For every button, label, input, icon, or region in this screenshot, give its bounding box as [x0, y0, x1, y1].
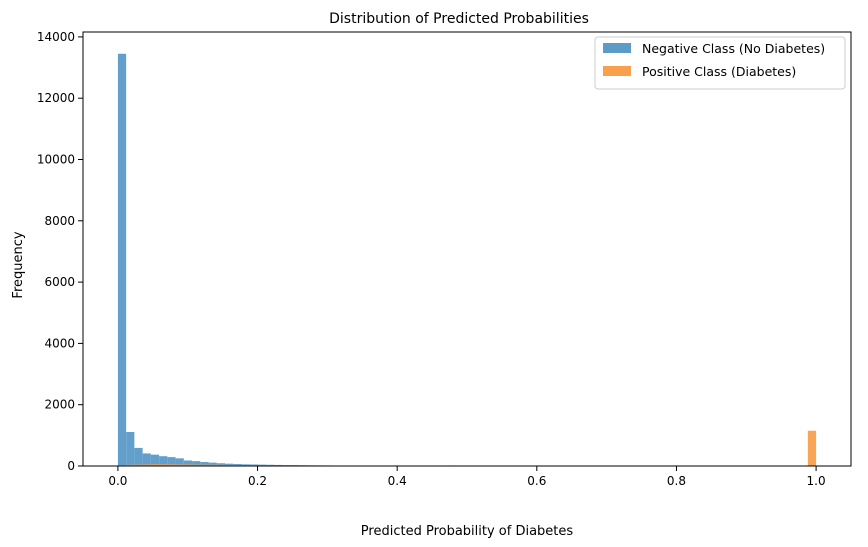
positive-bar-42 — [807, 430, 817, 466]
legend-label-negative: Negative Class (No Diabetes) — [642, 41, 825, 56]
x-tick-label: 0.6 — [527, 474, 546, 488]
y-tick-label: 14000 — [37, 30, 75, 44]
y-tick-label: 10000 — [37, 153, 75, 167]
negative-bar-9 — [192, 461, 201, 466]
positive-bar-14 — [233, 464, 242, 466]
x-tick-label: 0.0 — [108, 474, 127, 488]
positive-bar-5 — [159, 464, 168, 466]
y-axis-label: Frequency — [11, 231, 26, 298]
x-tick-label: 0.4 — [388, 474, 407, 488]
x-tick-label: 0.8 — [667, 474, 686, 488]
positive-bar-9 — [192, 464, 201, 466]
positive-bar-6 — [167, 464, 176, 466]
legend: Negative Class (No Diabetes) Positive Cl… — [594, 36, 846, 90]
x-axis-ticks: 0.0 0.2 0.4 0.6 0.8 1.0 — [108, 466, 826, 488]
negative-bar-8 — [183, 460, 193, 466]
negative-bar-2 — [134, 447, 143, 466]
negative-bar-11 — [208, 462, 217, 466]
y-axis-ticks: 0 2000 4000 6000 8000 10000 12000 14000 — [37, 30, 83, 473]
positive-bar-1 — [126, 464, 135, 466]
y-tick-label: 2000 — [44, 398, 75, 412]
positive-bar-3 — [142, 464, 151, 466]
negative-bar-3 — [142, 453, 151, 466]
negative-bar-7 — [175, 458, 184, 466]
x-tick-label: 0.2 — [248, 474, 267, 488]
negative-bar-4 — [150, 454, 160, 466]
positive-bar-7 — [175, 464, 184, 466]
positive-bar-11 — [208, 464, 217, 466]
positive-bar-4 — [150, 464, 160, 466]
x-axis-label: Predicted Probability of Diabetes — [361, 524, 574, 539]
legend-box — [594, 36, 846, 90]
positive-bar-2 — [134, 464, 143, 466]
negative-bar-13 — [225, 463, 234, 466]
legend-label-positive: Positive Class (Diabetes) — [642, 64, 796, 79]
chart-title: Distribution of Predicted Probabilities — [329, 11, 589, 27]
y-tick-label: 8000 — [44, 214, 75, 228]
y-tick-label: 0 — [67, 459, 75, 473]
y-tick-label: 6000 — [44, 275, 75, 289]
negative-bar-0 — [117, 53, 127, 467]
positive-bar-8 — [183, 464, 193, 466]
negative-bar-6 — [167, 457, 176, 466]
negative-bar-1 — [126, 431, 135, 466]
y-tick-label: 4000 — [44, 336, 75, 350]
positive-bar-10 — [200, 464, 209, 466]
y-tick-label: 12000 — [37, 91, 75, 105]
legend-swatch-negative — [603, 43, 631, 53]
legend-swatch-positive — [603, 66, 631, 76]
negative-bar-10 — [200, 462, 209, 466]
x-tick-label: 1.0 — [807, 474, 826, 488]
negative-bar-5 — [159, 456, 168, 466]
positive-bar-13 — [225, 464, 234, 466]
negative-bar-12 — [216, 463, 226, 466]
positive-bar-12 — [216, 464, 226, 466]
axes-frame — [82, 31, 852, 467]
